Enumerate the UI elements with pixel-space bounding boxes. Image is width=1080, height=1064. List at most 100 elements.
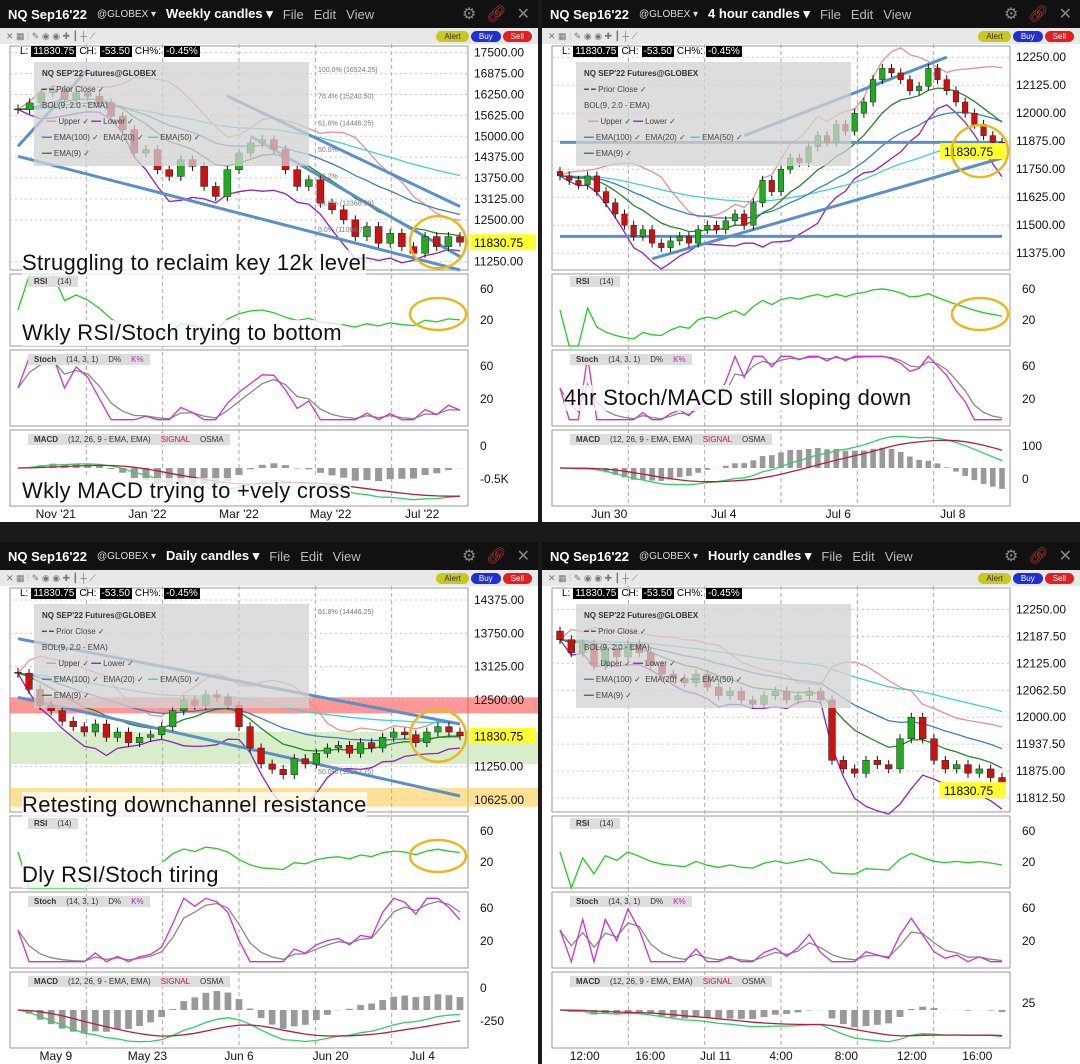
exchange-dropdown[interactable]: @GLOBEX ▾ — [638, 550, 699, 562]
osma-bar — [824, 449, 830, 468]
sell-button[interactable]: Sell — [502, 30, 532, 42]
price-tick: 13125.00 — [474, 192, 524, 206]
osma-bar — [635, 1010, 643, 1013]
menu-file[interactable]: File — [819, 6, 841, 22]
symbol-label[interactable]: NQ Sep16'22 — [8, 548, 87, 564]
stoch-legend: Stoch (14, 3, 1) D% K% — [570, 354, 692, 365]
candle — [421, 236, 429, 254]
annotation-stoch: 4hr Stoch/MACD still sloping down — [564, 385, 912, 411]
menu-edit[interactable]: Edit — [852, 548, 875, 564]
close-icon[interactable]: ✕ — [516, 548, 530, 565]
drawing-tools-icon[interactable]: ✕ ▦ ⫶ ✎ ◉ ◉ ✚ ┃ ┼ ⟋ — [548, 30, 638, 41]
sell-button[interactable]: Sell — [1044, 572, 1074, 584]
signal-line — [559, 1009, 1003, 1037]
exchange-dropdown[interactable]: @GLOBEX ▾ — [96, 550, 157, 562]
osma-bar — [125, 1010, 132, 1029]
alert-button[interactable]: Alert — [978, 572, 1011, 584]
gear-icon[interactable]: ⚙ — [461, 548, 477, 565]
stoch-tick: 20 — [1022, 392, 1036, 406]
buy-button[interactable]: Buy — [470, 30, 501, 42]
trendline-0 — [651, 156, 1003, 261]
osma-bar — [715, 1010, 723, 1020]
menu-view[interactable]: View — [884, 548, 913, 564]
menu-file[interactable]: File — [821, 548, 843, 564]
alert-button[interactable]: Alert — [436, 572, 469, 584]
rsi-tick: 20 — [1022, 313, 1036, 327]
symbol-label[interactable]: NQ Sep16'22 — [550, 548, 629, 564]
menu-view[interactable]: View — [346, 6, 375, 22]
osma-bar — [964, 1010, 972, 1011]
link-icon[interactable]: 🔗︎ — [486, 548, 507, 565]
macd-legend: MACD (12, 26, 9 - EMA, EMA) SIGNAL OSMA — [28, 434, 230, 445]
exchange-dropdown[interactable]: @GLOBEX ▾ — [96, 8, 157, 20]
change: -53.50 — [641, 46, 674, 57]
alert-button[interactable]: Alert — [436, 30, 469, 42]
osma-bar — [930, 1008, 938, 1010]
candle — [704, 224, 711, 230]
osma-bar — [783, 1010, 791, 1014]
drawing-tools-icon[interactable]: ✕ ▦ ⫶ ✎ ◉ ◉ ✚ ┃ ┼ ⟋ — [6, 30, 96, 41]
sell-button[interactable]: Sell — [1044, 30, 1074, 42]
candle — [713, 224, 720, 230]
menu-edit[interactable]: Edit — [313, 6, 337, 22]
annotation-macd: Wkly MACD trying to +vely cross — [22, 478, 351, 504]
osma-bar — [257, 1010, 265, 1019]
buy-button[interactable]: Buy — [470, 572, 501, 584]
gear-icon[interactable]: ⚙ — [1003, 6, 1019, 23]
last-price: 11830.75 — [573, 46, 619, 57]
osma-bar — [423, 995, 431, 1010]
link-icon[interactable]: 🔗︎ — [1028, 6, 1049, 23]
osma-bar — [768, 455, 775, 468]
alert-button[interactable]: Alert — [978, 30, 1011, 42]
menu-file[interactable]: File — [269, 548, 291, 564]
candle — [685, 236, 692, 244]
candle — [759, 180, 766, 204]
stoch-tick: 20 — [480, 392, 494, 406]
candle — [593, 175, 600, 192]
gear-icon[interactable]: ⚙ — [461, 6, 477, 23]
close-icon[interactable]: ✕ — [1058, 6, 1072, 23]
sell-button[interactable]: Sell — [502, 572, 532, 584]
drawing-tools-icon[interactable]: ✕ ▦ ⫶ ✎ ◉ ◉ ✚ ┃ ┼ ⟋ — [6, 572, 96, 583]
candle — [146, 734, 155, 738]
candle — [952, 90, 960, 103]
symbol-label[interactable]: NQ Sep16'22 — [8, 6, 87, 22]
candle — [25, 673, 33, 690]
timeframe-dropdown[interactable]: Weekly candles ▾ — [166, 6, 273, 21]
close-icon[interactable]: ✕ — [1058, 548, 1072, 565]
osma-bar — [667, 468, 674, 480]
buy-button[interactable]: Buy — [1012, 30, 1043, 42]
x-axis-label: 4:00 — [769, 1049, 793, 1063]
symbol-label[interactable]: NQ Sep16'22 — [550, 6, 629, 22]
gear-icon[interactable]: ⚙ — [1003, 548, 1019, 565]
menu-edit[interactable]: Edit — [300, 548, 323, 564]
osma-bar — [390, 996, 398, 1010]
candle — [676, 236, 683, 242]
menu-edit[interactable]: Edit — [850, 6, 874, 22]
link-icon[interactable]: 🔗︎ — [486, 6, 507, 23]
menu-file[interactable]: File — [282, 6, 304, 22]
osma-bar — [999, 468, 1005, 489]
timeframe-dropdown[interactable]: Hourly candles ▾ — [708, 548, 812, 563]
rsi-tick: 20 — [480, 855, 494, 869]
close-icon[interactable]: ✕ — [516, 6, 530, 23]
menu-view[interactable]: View — [332, 548, 361, 564]
timeframe-dropdown[interactable]: 4 hour candles ▾ — [708, 6, 810, 21]
x-axis-label: May '22 — [310, 507, 352, 521]
menu-view[interactable]: View — [883, 6, 912, 22]
buy-button[interactable]: Buy — [1012, 572, 1043, 584]
fib-label: 50.0% — [318, 147, 338, 154]
osma-bar — [58, 1010, 66, 1029]
price-tick: 12000.00 — [1016, 710, 1066, 724]
osma-bar — [328, 468, 336, 476]
osma-bar — [907, 456, 913, 468]
osma-bar — [375, 468, 383, 482]
timeframe-dropdown[interactable]: Daily candles ▾ — [166, 548, 260, 563]
drawing-tools-icon[interactable]: ✕ ▦ ⫶ ✎ ◉ ◉ ✚ ┃ ┼ ⟋ — [548, 572, 638, 583]
osma-bar — [154, 468, 162, 485]
link-icon[interactable]: 🔗︎ — [1028, 548, 1049, 565]
price-tick: 14375.00 — [474, 150, 524, 164]
candle — [777, 168, 785, 192]
exchange-dropdown[interactable]: @GLOBEX ▾ — [638, 8, 699, 20]
osma-bar — [686, 468, 692, 476]
